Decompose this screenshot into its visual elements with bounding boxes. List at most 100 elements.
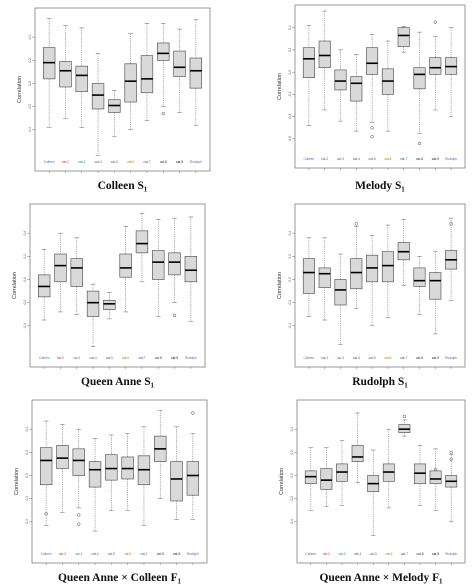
y-tick-label: 0.0 (28, 81, 32, 86)
outlier-point (417, 141, 422, 145)
box (320, 468, 333, 490)
x-tick-label: Rudolph (187, 552, 199, 556)
x-tick-label: cat-7 (400, 157, 407, 161)
y-tick-label: 0.2 (288, 254, 292, 259)
box (318, 40, 331, 69)
x-tick-label: cat-4 (353, 356, 360, 360)
y-tick-label: -0.4 (25, 519, 29, 525)
boxplot-panel: 0.4 0.2 0.0 -0.2 -0.4 Correlation Colleen cat-2… (279, 399, 466, 584)
box (75, 65, 88, 92)
x-tick-label: Rudolph (445, 552, 457, 556)
x-tick-label: cat-4 (92, 552, 99, 556)
y-tick-label: -0.6 (288, 136, 292, 142)
outlier-point (370, 135, 374, 139)
y-tick-label: 0.4 (290, 427, 294, 432)
y-tick-label: 0.2 (28, 58, 32, 63)
y-tick-label: -0.2 (23, 300, 27, 306)
box (56, 445, 69, 469)
x-tick-label: cat-5 (106, 356, 113, 360)
box (302, 47, 315, 79)
box (173, 50, 186, 77)
box (334, 69, 347, 91)
x-tick-label: cat-5 (369, 356, 376, 360)
box (429, 470, 442, 484)
outlier-point (77, 522, 81, 526)
x-tick-label: cat-6 (384, 356, 391, 360)
box (88, 461, 102, 488)
x-tick-label: cat-6 (124, 552, 131, 556)
boxplot-panel: 0.4 0.2 0.0 -0.2 -0.4 -0.6 Correlation Colleen c… (277, 4, 466, 192)
y-tick-label: -0.4 (23, 323, 27, 329)
y-axis-title: Correlation (14, 468, 20, 495)
outlier-point (370, 126, 374, 130)
panel-caption: Melody S₁ (355, 180, 405, 192)
y-axis-title: Correlation (277, 73, 283, 100)
x-tick-label: cat-2 (321, 157, 328, 161)
y-tick-label: 0.0 (288, 277, 292, 282)
x-tick-label: cat-5 (369, 157, 376, 161)
x-tick-label: cat-5 (108, 552, 115, 556)
x-tick-label: cat-7 (400, 356, 407, 360)
boxplot-panel: 0.4 0.2 0.0 -0.2 -0.4 Correlation Colleen cat-2… (12, 203, 206, 388)
x-tick-label: cat-9 (173, 552, 180, 556)
plot-frame (29, 203, 206, 368)
box (91, 83, 105, 110)
box (397, 27, 410, 47)
box (168, 252, 181, 276)
box (157, 42, 170, 61)
x-tick-label: cat-4 (354, 552, 361, 556)
box (170, 461, 183, 502)
x-tick-label: cat-8 (416, 356, 423, 360)
x-tick-label: Rudolph (445, 157, 457, 161)
x-tick-label: cat-3 (73, 356, 80, 360)
x-tick-label: cat-3 (75, 552, 82, 556)
x-tick-label: cat-7 (143, 160, 150, 164)
x-tick-label: cat-4 (90, 356, 97, 360)
box (381, 251, 394, 283)
x-tick-label: cat-3 (78, 160, 85, 164)
y-tick-label: 0.0 (290, 473, 294, 478)
y-tick-label: 0.2 (290, 450, 294, 455)
boxplot-panel: 0.4 0.2 0.0 -0.2 -0.4 Correlation Colleen cat-2… (14, 399, 208, 584)
y-tick-label: -0.4 (28, 127, 32, 133)
box (413, 267, 426, 287)
x-tick-label: Colleen (44, 160, 55, 164)
y-tick-label: -0.2 (28, 104, 32, 110)
y-tick-label: -0.2 (288, 91, 292, 97)
x-tick-label: cat-5 (111, 160, 118, 164)
x-tick-label: cat-6 (385, 552, 392, 556)
box (103, 300, 116, 310)
box (119, 253, 132, 278)
plot-frame (34, 7, 211, 172)
box (72, 448, 85, 476)
y-tick-label: -0.2 (288, 300, 292, 306)
box (302, 258, 315, 294)
x-tick-label: cat-3 (337, 356, 344, 360)
x-tick-label: cat-2 (321, 356, 328, 360)
y-tick-label: 0.4 (288, 231, 292, 236)
x-tick-label: Rudolph (185, 356, 197, 360)
x-tick-label: cat-9 (176, 160, 183, 164)
y-tick-label: 0.0 (25, 473, 29, 478)
x-tick-label: cat-2 (323, 552, 330, 556)
x-tick-label: cat-2 (62, 160, 69, 164)
x-tick-label: cat-8 (155, 356, 162, 360)
x-tick-label: Colleen (41, 552, 52, 556)
plot-frame (294, 203, 466, 368)
x-tick-label: Colleen (305, 552, 316, 556)
box (54, 253, 67, 283)
x-tick-label: cat-6 (127, 160, 134, 164)
panel-caption: Rudolph S₁ (352, 376, 408, 388)
x-tick-label: cat-9 (432, 552, 439, 556)
y-tick-label: -0.4 (288, 114, 292, 120)
outlier-point (449, 450, 453, 454)
box (105, 454, 118, 481)
x-tick-label: cat-9 (432, 356, 439, 360)
box (140, 55, 154, 94)
box (429, 57, 442, 75)
box (124, 63, 137, 103)
y-tick-label: 0.0 (288, 70, 292, 75)
x-tick-label: cat-6 (122, 356, 129, 360)
box (39, 447, 53, 486)
